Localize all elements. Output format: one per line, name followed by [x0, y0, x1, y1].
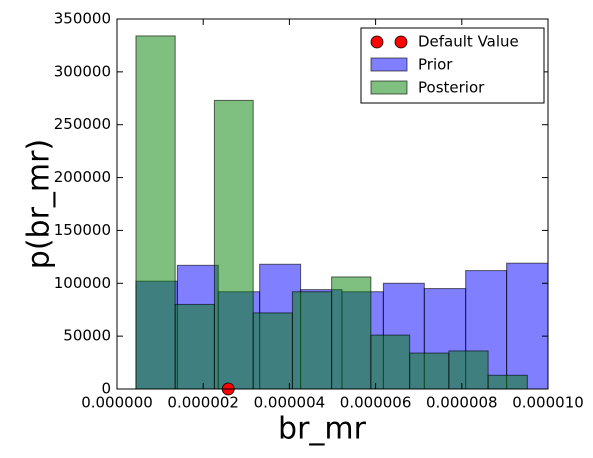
y-tick-label: 0 [101, 380, 111, 398]
legend-label: Posterior [418, 79, 485, 97]
y-tick-label: 300000 [54, 62, 111, 80]
y-tick-label: 350000 [54, 10, 111, 28]
histogram-bar [213, 99, 254, 390]
x-tick-label: 0.000006 [340, 394, 412, 412]
x-tick-label: 0.000008 [426, 394, 498, 412]
histogram-bar [252, 312, 293, 390]
x-tick-label: 0.000010 [512, 394, 584, 412]
histogram-bar [174, 303, 215, 390]
histogram-bar [448, 350, 489, 390]
y-tick-label: 250000 [54, 115, 111, 133]
histogram-bar [487, 374, 528, 390]
legend: Default Value Prior Posterior [360, 27, 545, 104]
histogram-bar [409, 352, 450, 390]
histogram-bar [331, 276, 372, 390]
histogram-bar [291, 291, 333, 390]
plot-frame [116, 18, 549, 390]
legend-label: Prior [418, 56, 453, 74]
legend-swatch [370, 57, 408, 72]
histogram-bar [370, 334, 411, 390]
legend-swatch [370, 80, 408, 95]
x-tick-label: 0.000004 [254, 394, 326, 412]
y-axis-label: p(br_mr) [22, 139, 57, 269]
histogram-bar [135, 35, 176, 390]
legend-marker [394, 35, 408, 49]
x-tick-label: 0.000000 [81, 394, 153, 412]
y-tick-label: 100000 [54, 274, 111, 292]
histogram-bar [506, 262, 549, 390]
x-axis-label: br_mr [278, 412, 367, 447]
y-tick-label: 200000 [54, 168, 111, 186]
legend-label: Default Value [418, 33, 519, 51]
y-tick-label: 150000 [54, 221, 111, 239]
legend-marker [370, 35, 384, 49]
y-tick-label: 50000 [63, 327, 111, 345]
x-tick-label: 0.000002 [167, 394, 239, 412]
